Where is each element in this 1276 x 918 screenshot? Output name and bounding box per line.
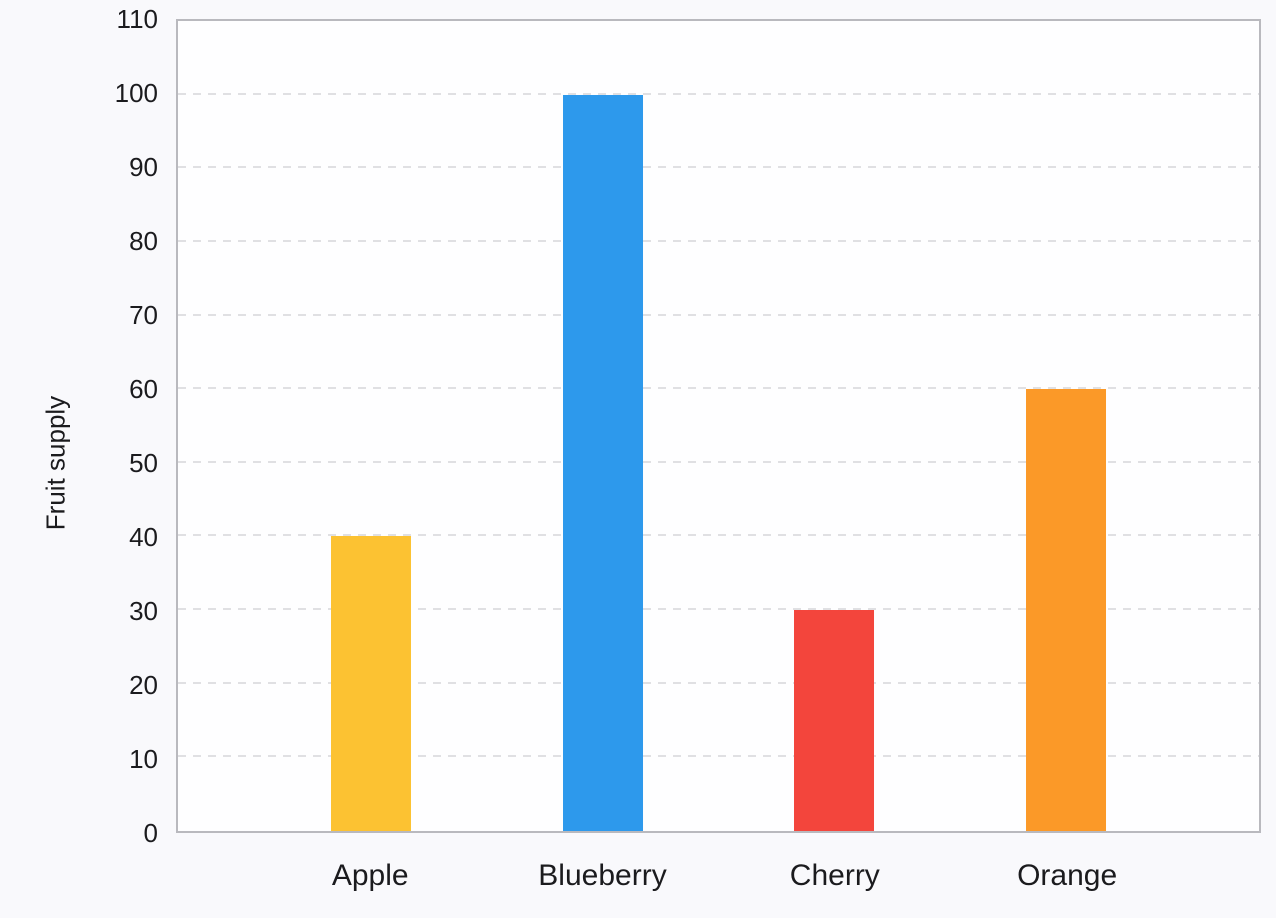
x-label-apple: Apple bbox=[331, 859, 409, 892]
y-tick-label-50: 50 bbox=[129, 448, 158, 478]
y-tick-label-60: 60 bbox=[129, 374, 158, 404]
bar-cherry[interactable] bbox=[794, 610, 875, 831]
bars-layer bbox=[178, 21, 1259, 831]
gridline-90 bbox=[178, 166, 1259, 169]
gridline-70 bbox=[178, 313, 1259, 316]
y-tick-label-100: 100 bbox=[114, 78, 158, 108]
gridlines-layer bbox=[178, 21, 1259, 831]
y-tick-label-40: 40 bbox=[129, 522, 158, 552]
gridline-40 bbox=[178, 534, 1259, 537]
gridline-60 bbox=[178, 387, 1259, 390]
gridline-100 bbox=[178, 92, 1259, 95]
y-tick-label-70: 70 bbox=[129, 300, 158, 330]
x-axis-labels: Apple Blueberry Cherry Orange bbox=[176, 833, 1261, 918]
bar-blueberry[interactable] bbox=[562, 94, 643, 831]
y-tick-label-20: 20 bbox=[129, 670, 158, 700]
bar-orange[interactable] bbox=[1025, 389, 1106, 831]
y-axis-tick-labels: 0 10 20 30 40 50 60 70 80 90 100 110 bbox=[0, 6, 158, 846]
y-tick-label-30: 30 bbox=[129, 596, 158, 626]
x-label-blueberry: Blueberry bbox=[538, 859, 667, 892]
gridline-80 bbox=[178, 239, 1259, 242]
y-tick-label-90: 90 bbox=[129, 152, 158, 182]
x-label-orange: Orange bbox=[1017, 859, 1118, 892]
bar-apple[interactable] bbox=[331, 536, 412, 831]
x-label-cherry: Cherry bbox=[789, 859, 880, 892]
y-tick-label-110: 110 bbox=[116, 4, 158, 34]
y-tick-label-0: 0 bbox=[143, 818, 158, 848]
gridline-20 bbox=[178, 681, 1259, 684]
gridline-50 bbox=[178, 460, 1259, 463]
plot-area bbox=[176, 19, 1261, 833]
gridline-30 bbox=[178, 608, 1259, 611]
y-tick-label-80: 80 bbox=[129, 226, 158, 256]
y-tick-label-10: 10 bbox=[129, 744, 158, 774]
gridline-10 bbox=[178, 755, 1259, 758]
